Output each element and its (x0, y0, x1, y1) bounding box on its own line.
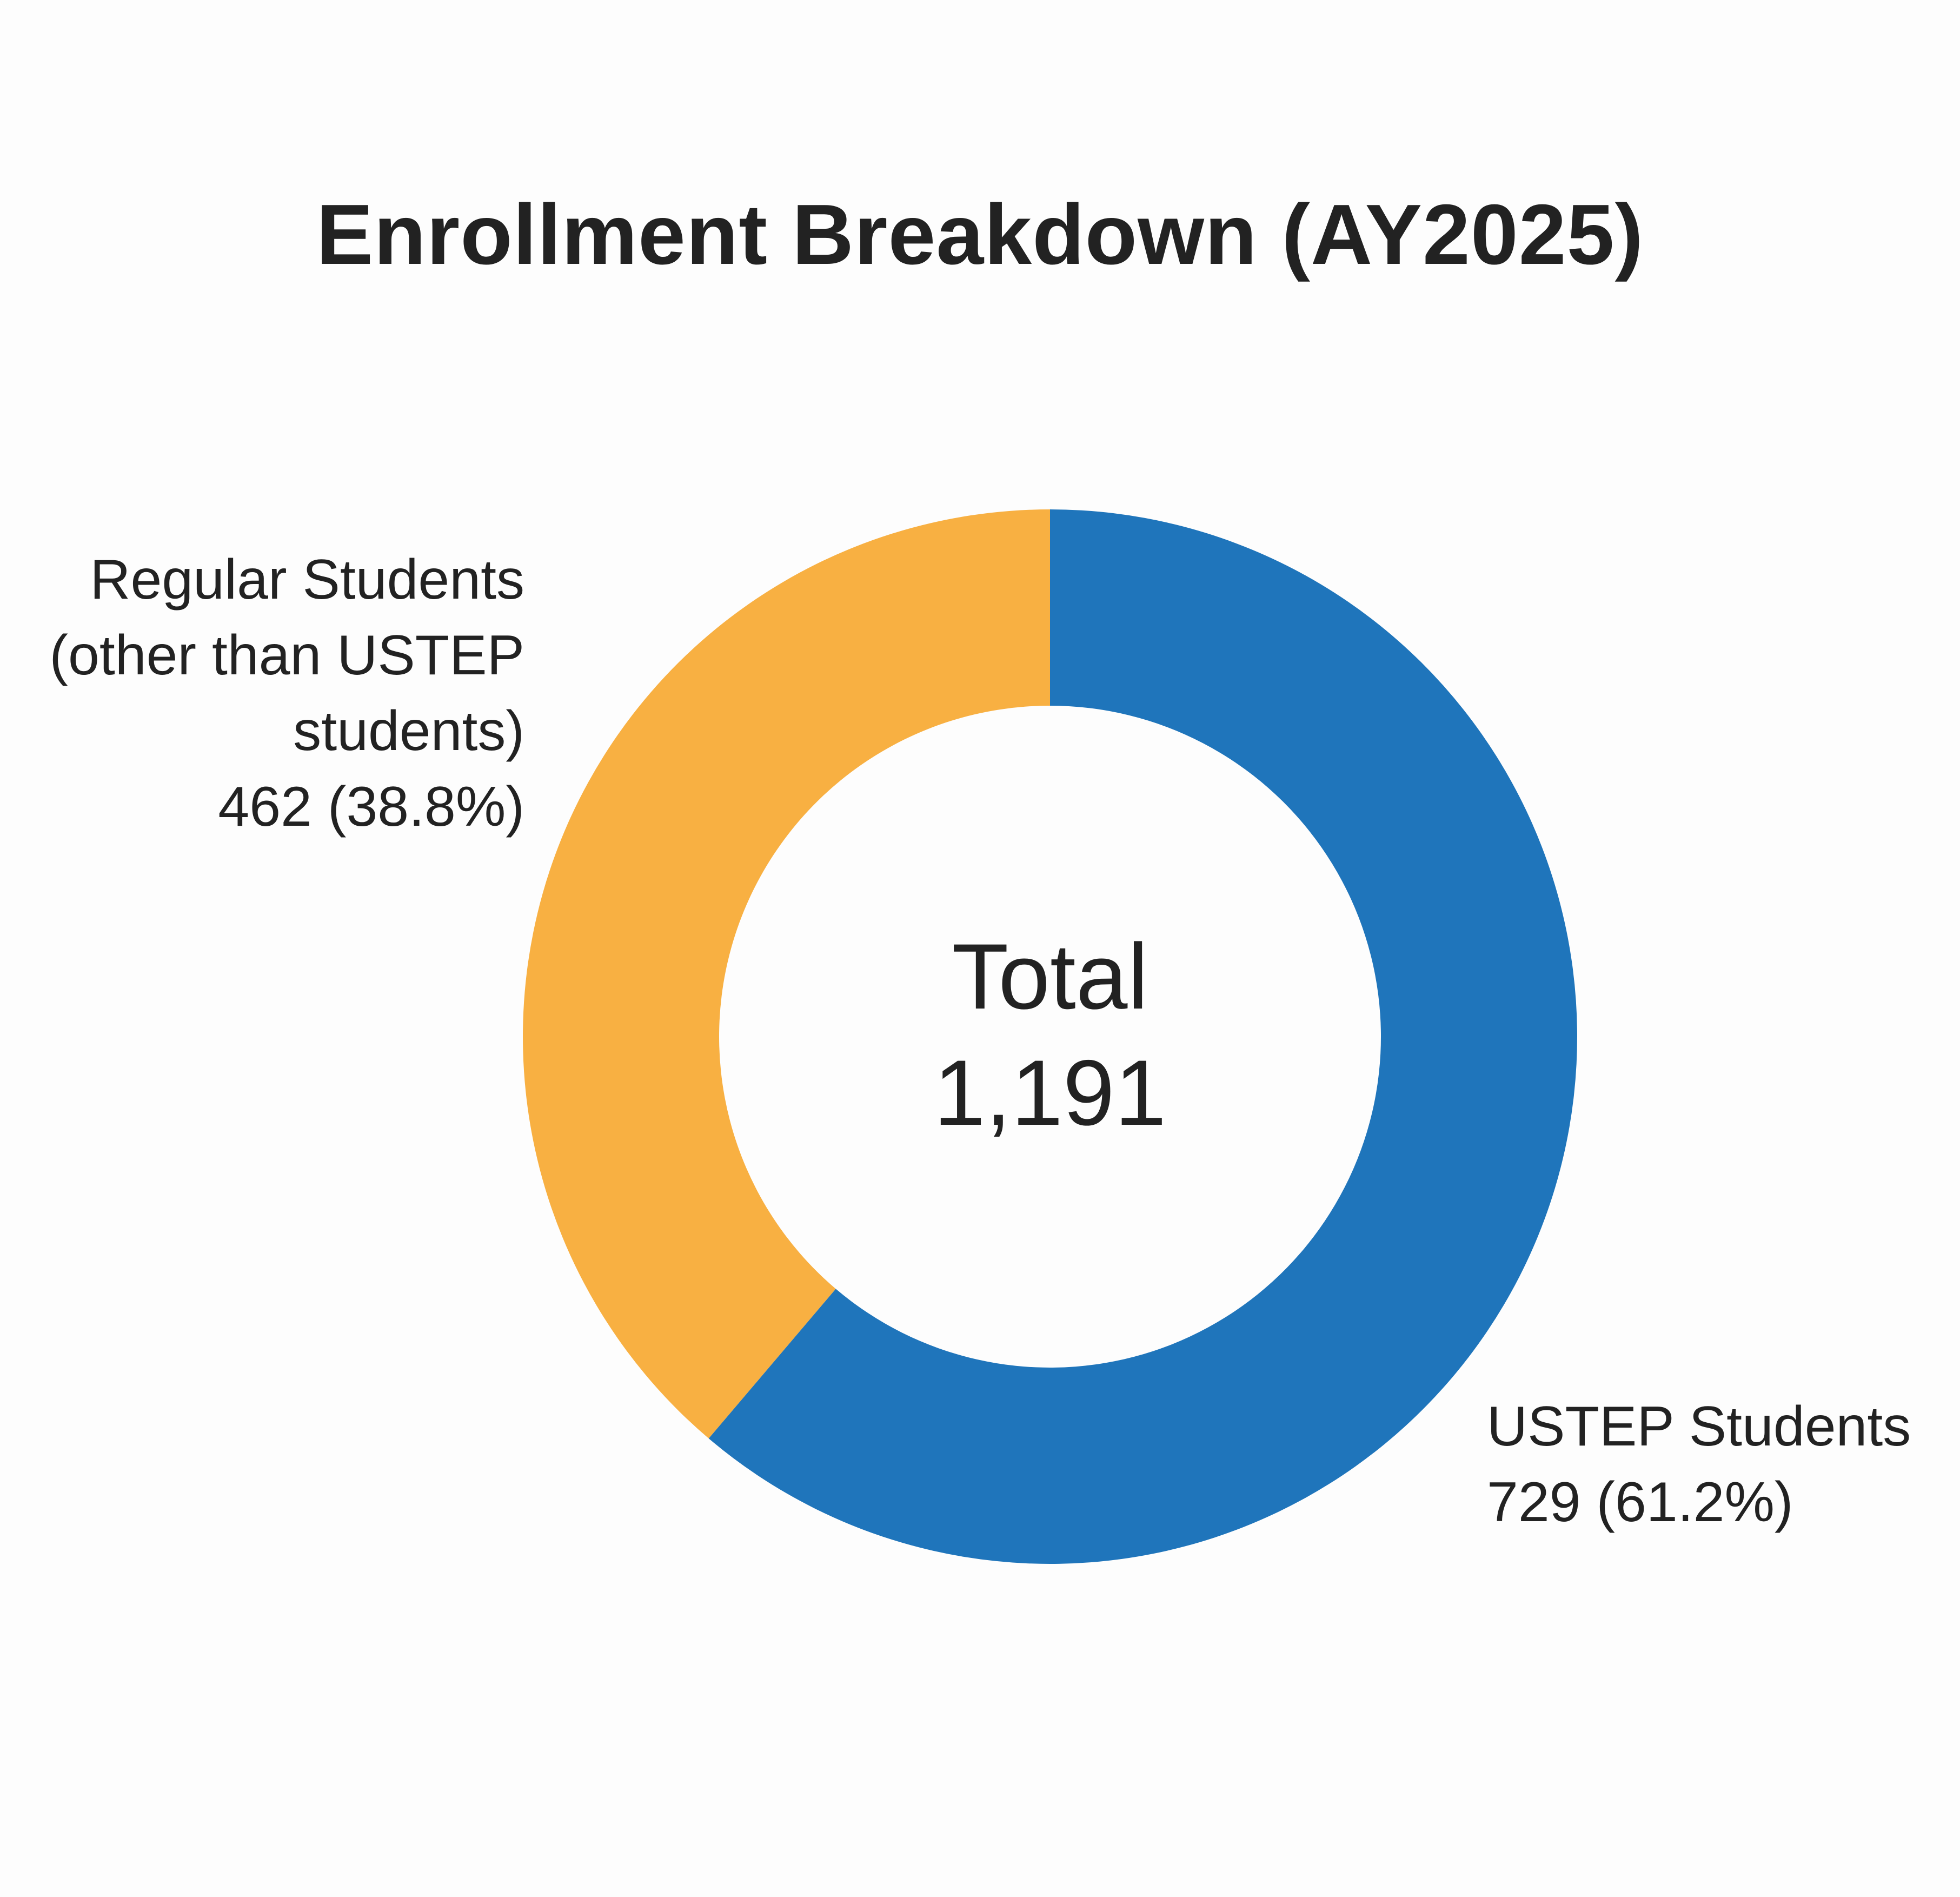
slice-label-line: students) (293, 700, 524, 762)
slice-label-value: 729 (61.2%) (1487, 1471, 1793, 1534)
donut-slices (522, 509, 1577, 1564)
slice-label-line: (other than USTEP (49, 624, 524, 687)
slice-ustep-students (708, 509, 1577, 1564)
slice-label-value: 462 (38.8%) (218, 775, 524, 838)
chart-title: Enrollment Breakdown (AY2025) (316, 187, 1644, 282)
slice-label-regular-students: Regular Students (other than USTEP stude… (0, 542, 524, 845)
donut-center-total: 1,191 (933, 1041, 1167, 1145)
slice-label-line: USTEP Students (1487, 1395, 1911, 1458)
slice-label-line: Regular Students (90, 548, 524, 611)
slice-regular-students (522, 509, 1050, 1439)
donut-center-label: Total (952, 925, 1148, 1029)
slice-label-ustep-students: USTEP Students 729 (61.2%) (1487, 1389, 1952, 1540)
